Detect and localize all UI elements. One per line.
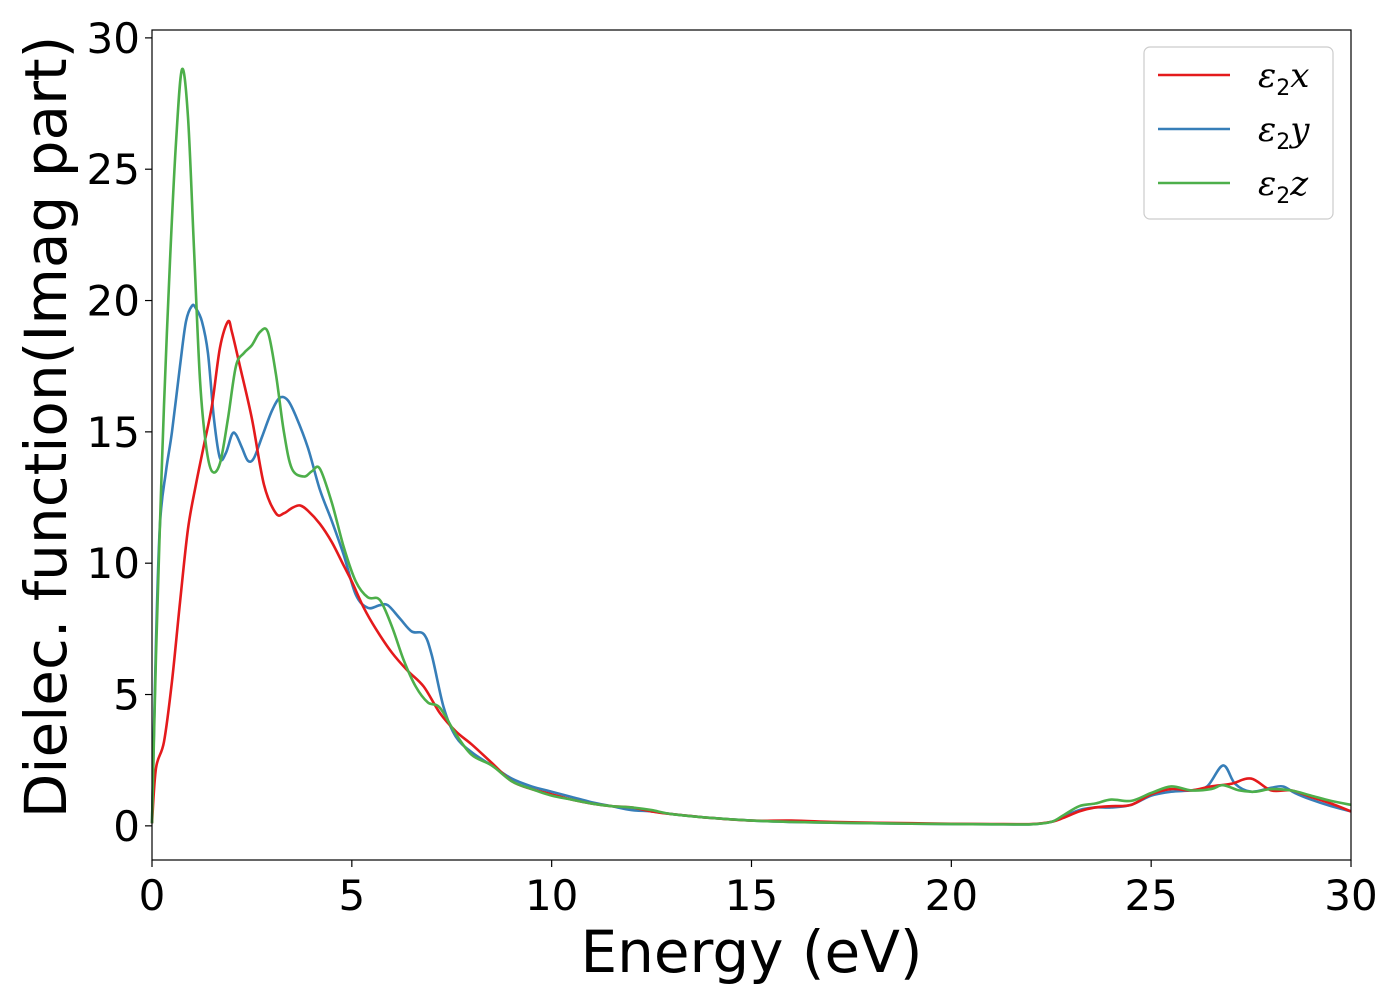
series-line-x — [150, 319, 1352, 826]
x-tick-label: 15 — [725, 871, 778, 920]
y-tick-label: 10 — [87, 539, 140, 588]
legend-box — [1143, 46, 1334, 220]
y-axis-title: Dielec. function(Imag part) — [12, 36, 80, 819]
legend-label-y: ε2y — [1258, 110, 1310, 155]
x-tick-label: 25 — [1124, 871, 1177, 920]
legend-label-z: ε2z — [1258, 164, 1309, 209]
y-tick-label: 15 — [87, 408, 140, 457]
y-tick-label: 30 — [87, 14, 140, 63]
y-tick-label: 0 — [113, 802, 140, 851]
x-tick-label: 5 — [338, 871, 365, 920]
y-tick-label: 20 — [87, 277, 140, 326]
x-tick-label: 30 — [1324, 871, 1377, 920]
x-tick-label: 10 — [525, 871, 578, 920]
x-tick-label: 0 — [139, 871, 166, 920]
legend: ε2x ε2y ε2z — [1143, 46, 1334, 220]
series-layer — [150, 67, 1352, 826]
x-tick-label: 20 — [925, 871, 978, 920]
x-axis-title: Energy (eV) — [580, 918, 922, 986]
y-tick-label: 5 — [113, 671, 140, 720]
y-tick-label: 25 — [87, 145, 140, 194]
axis-ticks: 0 5 10 15 20 25 30 0 5 10 15 20 25 30 — [87, 14, 1378, 920]
legend-label-x: ε2x — [1258, 56, 1309, 101]
series-line-z — [150, 67, 1352, 826]
series-line-y — [150, 303, 1352, 826]
